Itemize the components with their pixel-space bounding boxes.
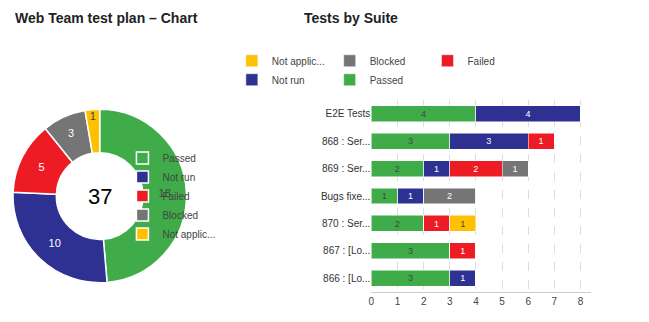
svg-text:4: 4 bbox=[421, 109, 426, 119]
svg-text:Not applic...: Not applic... bbox=[162, 229, 215, 240]
svg-text:5: 5 bbox=[499, 296, 505, 307]
svg-text:2: 2 bbox=[395, 164, 400, 174]
svg-text:1: 1 bbox=[460, 273, 465, 283]
svg-text:7: 7 bbox=[552, 296, 558, 307]
svg-text:866 : [Lo...: 866 : [Lo... bbox=[323, 273, 370, 284]
svg-text:Failed: Failed bbox=[467, 56, 494, 67]
svg-text:37: 37 bbox=[88, 184, 112, 209]
svg-text:1: 1 bbox=[539, 136, 544, 146]
svg-text:6: 6 bbox=[525, 296, 531, 307]
svg-text:2: 2 bbox=[421, 296, 427, 307]
svg-text:Web Team test plan – Chart: Web Team test plan – Chart bbox=[15, 10, 198, 26]
svg-text:Blocked: Blocked bbox=[162, 210, 198, 221]
svg-text:Tests by Suite: Tests by Suite bbox=[304, 10, 398, 26]
svg-text:Blocked: Blocked bbox=[370, 56, 406, 67]
svg-text:3: 3 bbox=[408, 273, 413, 283]
svg-text:Not run: Not run bbox=[162, 172, 195, 183]
svg-text:Not run: Not run bbox=[272, 75, 305, 86]
svg-text:1: 1 bbox=[90, 110, 96, 122]
svg-text:8: 8 bbox=[578, 296, 584, 307]
svg-text:1: 1 bbox=[512, 164, 517, 174]
svg-text:868 : Ser...: 868 : Ser... bbox=[322, 136, 370, 147]
svg-text:2: 2 bbox=[395, 219, 400, 229]
svg-text:2: 2 bbox=[447, 191, 452, 201]
svg-text:1: 1 bbox=[434, 164, 439, 174]
svg-text:867 : [Lo...: 867 : [Lo... bbox=[323, 245, 370, 256]
svg-text:5: 5 bbox=[39, 161, 45, 173]
svg-text:10: 10 bbox=[49, 237, 61, 249]
svg-text:1: 1 bbox=[434, 219, 439, 229]
svg-text:3: 3 bbox=[408, 246, 413, 256]
svg-text:Not applic...: Not applic... bbox=[272, 56, 325, 67]
svg-text:Passed: Passed bbox=[370, 75, 403, 86]
svg-text:Failed: Failed bbox=[162, 191, 189, 202]
svg-text:E2E Tests: E2E Tests bbox=[326, 108, 371, 119]
svg-text:3: 3 bbox=[68, 127, 74, 139]
svg-text:1: 1 bbox=[382, 191, 387, 201]
svg-text:3: 3 bbox=[486, 136, 491, 146]
svg-text:1: 1 bbox=[395, 296, 401, 307]
svg-text:1: 1 bbox=[408, 191, 413, 201]
svg-text:4: 4 bbox=[526, 109, 531, 119]
svg-text:869 : Ser...: 869 : Ser... bbox=[322, 163, 370, 174]
svg-text:4: 4 bbox=[473, 296, 479, 307]
svg-text:870 : Ser...: 870 : Ser... bbox=[322, 218, 370, 229]
svg-text:1: 1 bbox=[460, 219, 465, 229]
svg-text:Bugs fixe...: Bugs fixe... bbox=[321, 191, 370, 202]
svg-text:3: 3 bbox=[447, 296, 453, 307]
svg-text:1: 1 bbox=[460, 246, 465, 256]
svg-text:3: 3 bbox=[408, 136, 413, 146]
svg-text:Passed: Passed bbox=[162, 153, 195, 164]
svg-text:2: 2 bbox=[473, 164, 478, 174]
svg-text:0: 0 bbox=[369, 296, 375, 307]
